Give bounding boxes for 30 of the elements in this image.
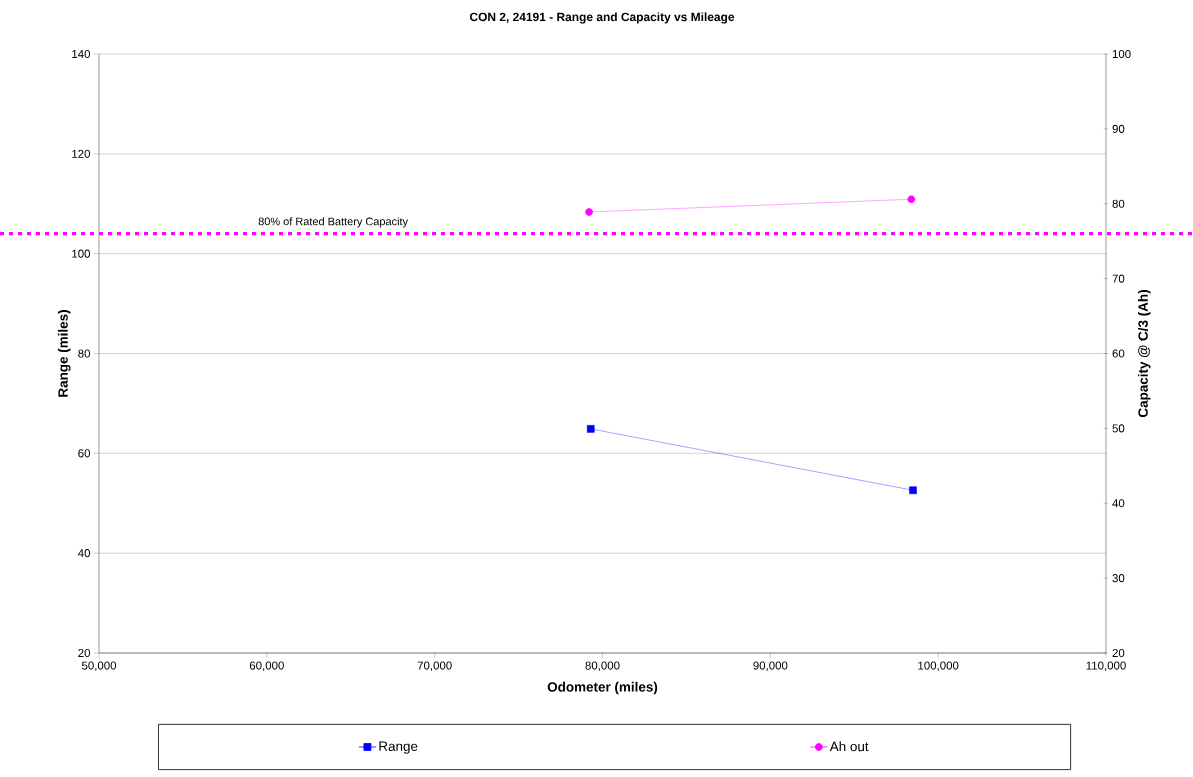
y2-tick-label: 40 xyxy=(1112,499,1125,508)
chart-title: CON 2, 24191 - Range and Capacity vs Mileage xyxy=(469,12,735,24)
x-tick-label: 80,000 xyxy=(585,661,620,671)
x-tick-label: 90,000 xyxy=(753,661,788,671)
y-tick-label: 40 xyxy=(78,549,91,558)
legend-label: Range xyxy=(379,741,418,754)
y2-tick-label: 20 xyxy=(1112,648,1125,658)
x-tick-label: 70,000 xyxy=(417,661,452,671)
y2-axis-title: Capacity @ C/3 (Ah) xyxy=(1137,290,1151,418)
x-axis-title: Odometer (miles) xyxy=(547,681,658,695)
y-tick-label: 140 xyxy=(72,49,91,59)
y-tick-label: 100 xyxy=(72,249,91,258)
legend-label: Ah out xyxy=(829,741,869,752)
y2-tick-label: 30 xyxy=(1112,574,1125,583)
y2-tick-label: 70 xyxy=(1112,274,1125,283)
y2-tick-label: 50 xyxy=(1112,424,1125,433)
ref-line-label: 80% of Rated Battery Capacity xyxy=(258,217,409,228)
y2-tick-label: 90 xyxy=(1112,124,1125,133)
y2-tick-label: 60 xyxy=(1112,349,1125,358)
y2-tick-label: 100 xyxy=(1112,49,1131,59)
x-tick-label: 100,000 xyxy=(918,661,959,671)
y-tick-label: 20 xyxy=(78,648,91,658)
x-tick-label: 60,000 xyxy=(249,661,284,671)
y2-tick-label: 80 xyxy=(1112,199,1125,208)
x-tick-label: 110,000 xyxy=(1086,661,1126,671)
y-axis-title: Range (miles) xyxy=(57,310,71,397)
y-tick-label: 120 xyxy=(72,149,91,158)
y-tick-label: 80 xyxy=(78,349,91,358)
y-tick-label: 60 xyxy=(78,449,91,458)
x-tick-label: 50,000 xyxy=(81,661,117,671)
